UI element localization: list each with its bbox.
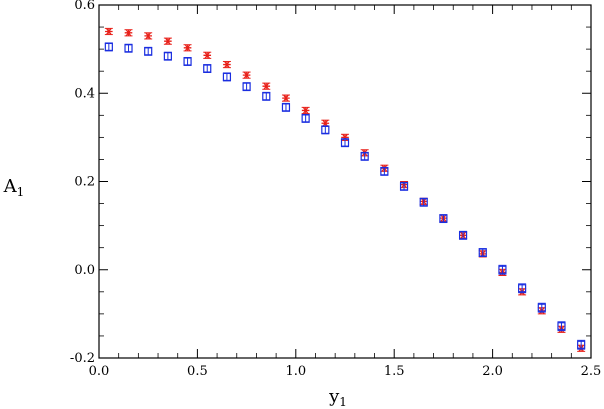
data-point xyxy=(262,91,271,101)
square-marker xyxy=(419,198,428,207)
y-tick-label: 0.2 xyxy=(74,175,95,190)
data-point xyxy=(458,230,468,240)
y-tick-label: 0.6 xyxy=(74,0,95,13)
star-marker xyxy=(301,107,310,114)
square-marker xyxy=(478,248,487,257)
data-point xyxy=(399,181,409,191)
y-axis-title: A1 xyxy=(3,176,25,199)
star-marker xyxy=(262,82,271,90)
square-marker xyxy=(498,265,507,274)
square-marker xyxy=(399,182,409,191)
square-marker xyxy=(380,167,389,176)
plot-frame xyxy=(98,4,592,359)
square-marker xyxy=(242,82,251,91)
data-point xyxy=(203,51,212,59)
x-tick-label: 0.0 xyxy=(89,364,110,379)
square-marker xyxy=(458,231,468,240)
square-marker xyxy=(222,72,232,82)
data-point xyxy=(340,138,350,148)
square-marker xyxy=(439,214,448,223)
data-point xyxy=(124,43,133,53)
series-2 xyxy=(104,42,586,350)
square-marker xyxy=(537,303,546,312)
square-marker xyxy=(281,103,291,112)
data-point xyxy=(124,29,133,37)
square-marker xyxy=(203,64,212,73)
data-point xyxy=(360,151,369,161)
y-tick-label: 0.0 xyxy=(74,263,95,278)
data-point xyxy=(419,197,428,207)
data-point xyxy=(104,27,113,36)
data-point xyxy=(183,57,192,66)
data-point xyxy=(222,72,232,82)
square-marker xyxy=(557,322,566,331)
data-point xyxy=(104,42,113,52)
tick-labels: 0.0 0.5 1.0 1.5 2.0 2.5-0.20.00.20.40.6 xyxy=(70,0,601,379)
star-marker xyxy=(164,37,172,45)
data-point xyxy=(498,264,507,275)
data-point xyxy=(281,102,291,112)
square-marker xyxy=(321,125,330,134)
star-marker xyxy=(223,61,231,68)
square-marker xyxy=(262,92,271,101)
star-marker xyxy=(124,29,133,37)
data-point xyxy=(183,44,192,52)
data-point xyxy=(321,125,330,135)
data-point xyxy=(518,283,527,294)
star-marker xyxy=(282,94,290,102)
data-point xyxy=(163,51,172,61)
square-marker xyxy=(183,57,192,66)
x-tick-label: 1.5 xyxy=(384,364,405,379)
data-point xyxy=(439,214,448,224)
data-point xyxy=(262,82,271,90)
data-point xyxy=(144,32,153,40)
data-point xyxy=(242,82,251,92)
axis-ticks xyxy=(98,4,592,359)
data-point xyxy=(222,60,231,69)
y-tick-label: 0.4 xyxy=(74,86,95,101)
y-tick-label: -0.2 xyxy=(70,351,95,366)
x-tick-label: 2.0 xyxy=(482,364,503,379)
data-point xyxy=(281,94,290,102)
square-marker xyxy=(104,42,113,52)
data-point xyxy=(301,113,310,123)
square-marker xyxy=(301,114,310,123)
square-marker xyxy=(124,44,133,53)
square-marker xyxy=(518,284,527,293)
square-marker xyxy=(577,340,586,349)
star-marker xyxy=(183,44,192,52)
data-point xyxy=(163,37,172,45)
data-point xyxy=(380,166,389,176)
data-point xyxy=(203,64,212,74)
square-marker xyxy=(360,152,369,161)
star-marker xyxy=(242,71,251,79)
star-marker xyxy=(105,28,113,35)
data-point xyxy=(144,46,153,56)
star-marker xyxy=(203,51,212,59)
data-point xyxy=(537,302,546,313)
square-marker xyxy=(163,52,172,61)
data-point xyxy=(242,71,251,79)
square-marker xyxy=(144,47,153,56)
star-marker xyxy=(144,32,152,40)
square-marker xyxy=(340,138,350,147)
data-point xyxy=(478,248,487,258)
x-tick-label: 2.5 xyxy=(581,364,602,379)
x-tick-label: 0.5 xyxy=(187,364,208,379)
x-axis-title: y1 xyxy=(328,386,347,409)
data-point xyxy=(577,339,586,350)
data-point xyxy=(301,106,310,115)
series-1 xyxy=(104,27,586,352)
data-marks xyxy=(104,27,586,352)
data-point xyxy=(557,321,566,332)
x-tick-label: 1.0 xyxy=(285,364,306,379)
star-marker xyxy=(321,119,330,127)
